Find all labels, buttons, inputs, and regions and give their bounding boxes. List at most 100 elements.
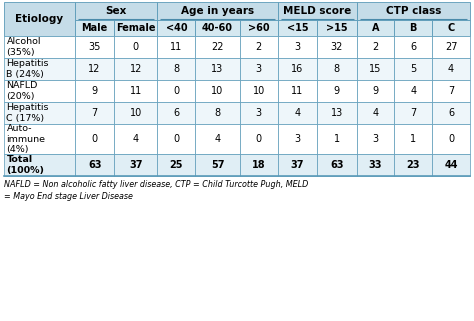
Text: <40: <40 [165, 23, 187, 33]
Bar [394, 20, 432, 36]
Text: C: C [447, 23, 455, 33]
Text: 11: 11 [170, 42, 182, 52]
Text: 9: 9 [334, 86, 340, 96]
Bar [195, 58, 240, 80]
Bar [317, 80, 356, 102]
Text: 8: 8 [173, 64, 179, 74]
Bar [240, 80, 278, 102]
Bar [114, 20, 157, 36]
Bar [75, 2, 157, 20]
Bar [278, 80, 317, 102]
Bar [157, 36, 195, 58]
Text: 32: 32 [331, 42, 343, 52]
Text: 27: 27 [445, 42, 457, 52]
Bar [240, 36, 278, 58]
Bar [195, 124, 240, 154]
Bar [195, 36, 240, 58]
Text: Total
(100%): Total (100%) [7, 155, 45, 175]
Bar [278, 2, 356, 20]
Bar [394, 124, 432, 154]
Bar [4, 102, 75, 124]
Text: 7: 7 [410, 108, 416, 118]
Bar [195, 80, 240, 102]
Text: 4: 4 [215, 134, 220, 144]
Bar [157, 124, 195, 154]
Bar [4, 36, 75, 58]
Text: 0: 0 [91, 134, 98, 144]
Text: 4: 4 [294, 108, 301, 118]
Bar [4, 124, 75, 154]
Text: CTP class: CTP class [385, 6, 441, 16]
Bar [356, 36, 394, 58]
Bar [157, 58, 195, 80]
Text: 1: 1 [334, 134, 340, 144]
Bar [240, 102, 278, 124]
Text: NAFLD
(20%): NAFLD (20%) [7, 81, 38, 101]
Text: 25: 25 [170, 160, 183, 170]
Text: Sex: Sex [106, 6, 127, 16]
Bar [240, 154, 278, 176]
Text: 12: 12 [130, 64, 142, 74]
Text: 8: 8 [334, 64, 340, 74]
Bar [157, 80, 195, 102]
Bar [75, 102, 114, 124]
Text: 3: 3 [373, 134, 379, 144]
Bar [240, 58, 278, 80]
Text: 63: 63 [330, 160, 344, 170]
Text: MELD score: MELD score [283, 6, 351, 16]
Text: 15: 15 [369, 64, 382, 74]
Text: 16: 16 [292, 64, 303, 74]
Text: Female: Female [116, 23, 155, 33]
Text: 0: 0 [256, 134, 262, 144]
Bar [75, 20, 114, 36]
Text: >60: >60 [248, 23, 270, 33]
Bar [394, 154, 432, 176]
Bar [432, 20, 470, 36]
Bar [278, 20, 317, 36]
Bar [75, 36, 114, 58]
Bar [157, 102, 195, 124]
Bar [195, 20, 240, 36]
Text: 63: 63 [88, 160, 101, 170]
Bar [195, 102, 240, 124]
Bar [317, 102, 356, 124]
Bar [278, 154, 317, 176]
Bar [356, 102, 394, 124]
Bar [394, 58, 432, 80]
Bar [317, 36, 356, 58]
Text: 7: 7 [91, 108, 98, 118]
Text: Hepatitis
B (24%): Hepatitis B (24%) [7, 59, 49, 79]
Text: 3: 3 [294, 134, 301, 144]
Bar [278, 102, 317, 124]
Bar [317, 154, 356, 176]
Text: 6: 6 [448, 108, 454, 118]
Text: 0: 0 [448, 134, 454, 144]
Text: Hepatitis
C (17%): Hepatitis C (17%) [7, 103, 49, 123]
Bar [356, 154, 394, 176]
Text: 11: 11 [130, 86, 142, 96]
Text: 10: 10 [211, 86, 224, 96]
Bar [317, 20, 356, 36]
Text: 37: 37 [291, 160, 304, 170]
Text: 3: 3 [256, 64, 262, 74]
Text: 6: 6 [173, 108, 179, 118]
Bar [278, 36, 317, 58]
Text: 6: 6 [410, 42, 416, 52]
Bar [75, 124, 114, 154]
Text: 10: 10 [130, 108, 142, 118]
Text: Auto-
immune
(4%): Auto- immune (4%) [7, 124, 46, 154]
Bar [240, 124, 278, 154]
Text: 40-60: 40-60 [202, 23, 233, 33]
Bar [356, 2, 470, 20]
Bar [278, 58, 317, 80]
Bar [4, 154, 75, 176]
Text: 3: 3 [256, 108, 262, 118]
Text: B: B [410, 23, 417, 33]
Text: 37: 37 [129, 160, 143, 170]
Text: 1: 1 [410, 134, 416, 144]
Text: 11: 11 [292, 86, 303, 96]
Bar [432, 36, 470, 58]
Text: Age in years: Age in years [181, 6, 254, 16]
Bar [195, 154, 240, 176]
Text: 9: 9 [373, 86, 379, 96]
